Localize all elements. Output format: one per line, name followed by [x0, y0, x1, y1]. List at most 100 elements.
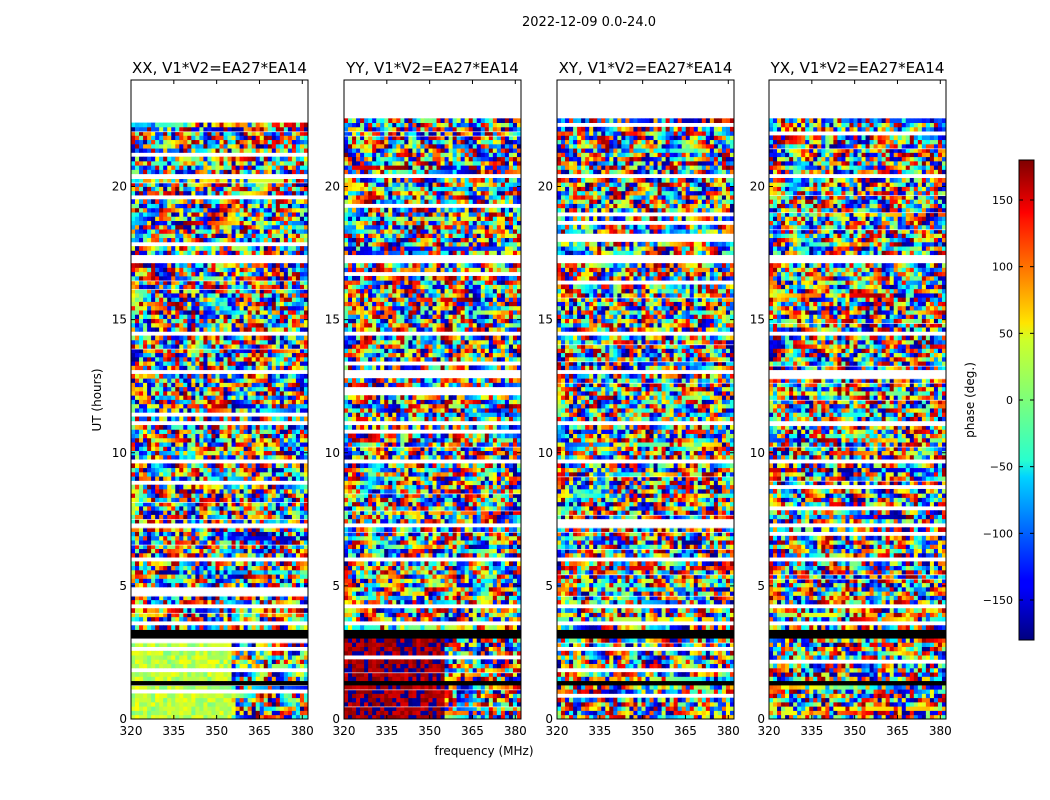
phase-cell — [147, 143, 152, 149]
phase-cell — [191, 297, 196, 302]
phase-cell — [195, 361, 200, 366]
phase-cell — [219, 156, 224, 162]
phase-cell — [239, 169, 245, 175]
phase-cell — [291, 454, 297, 460]
phase-cell — [251, 510, 257, 515]
phase-cell — [143, 395, 148, 400]
phase-cell — [179, 284, 184, 290]
phase-cell — [255, 382, 261, 388]
phase-cell — [199, 706, 204, 711]
phase-cell — [247, 293, 253, 298]
phase-cell — [251, 395, 257, 400]
phase-cell — [159, 271, 164, 277]
phase-cell — [279, 471, 285, 477]
phase-cell — [303, 442, 308, 447]
phase-cell — [135, 220, 140, 226]
phase-cell — [291, 390, 297, 396]
phase-cell — [223, 386, 228, 392]
phase-cell — [135, 706, 140, 711]
phase-cell — [163, 156, 168, 162]
phase-cell — [275, 655, 281, 660]
phase-cell — [251, 233, 257, 239]
phase-cell — [263, 672, 269, 677]
phase-cell — [251, 186, 257, 192]
phase-cell — [159, 263, 164, 268]
phase-cell — [227, 139, 232, 145]
phase-cell — [223, 169, 228, 175]
phase-cell — [279, 442, 285, 447]
phase-cell — [295, 267, 301, 273]
phase-cell — [231, 706, 236, 711]
phase-cell — [291, 318, 297, 324]
phase-cell — [231, 297, 236, 302]
phase-cell — [151, 497, 156, 503]
phase-cell — [135, 229, 140, 234]
phase-cell — [139, 650, 144, 656]
phase-cell — [151, 510, 156, 515]
phase-cell — [191, 659, 196, 665]
phase-cell — [299, 408, 305, 413]
phase-cell — [183, 552, 188, 558]
phase-cell — [231, 582, 236, 588]
phase-cell — [267, 612, 273, 618]
phase-cell — [215, 275, 220, 281]
phase-cell — [175, 518, 180, 524]
phase-cell — [223, 177, 228, 183]
phase-cell — [251, 229, 257, 234]
phase-cell — [159, 169, 164, 175]
flagged-row — [131, 629, 308, 635]
phase-cell — [243, 416, 249, 422]
phase-cell — [267, 403, 273, 409]
phase-cell — [243, 229, 249, 234]
phase-cell — [251, 535, 257, 541]
phase-cell — [159, 267, 164, 273]
phase-cell — [171, 390, 176, 396]
phase-cell — [203, 510, 208, 515]
phase-cell — [275, 271, 281, 277]
phase-cell — [215, 263, 220, 268]
phase-cell — [131, 425, 136, 430]
phase-cell — [259, 467, 265, 473]
phase-cell — [147, 322, 152, 328]
phase-cell — [191, 203, 196, 209]
phase-cell — [235, 548, 241, 554]
phase-cell — [267, 297, 273, 302]
phase-cell — [159, 612, 164, 618]
phase-cell — [303, 416, 308, 422]
phase-cell — [195, 220, 200, 226]
phase-cell — [271, 280, 277, 285]
phase-cell — [155, 301, 160, 307]
phase-cell — [147, 437, 152, 443]
phase-cell — [299, 212, 305, 217]
phase-cell — [199, 361, 204, 366]
phase-cell — [235, 301, 241, 307]
phase-cell — [163, 271, 168, 277]
phase-cell — [147, 126, 152, 132]
phase-cell — [275, 160, 281, 166]
phase-cell — [203, 642, 208, 647]
phase-cell — [251, 565, 257, 571]
phase-cell — [271, 237, 277, 243]
phase-cell — [135, 216, 140, 221]
phase-cell — [131, 160, 136, 166]
phase-cell — [155, 706, 160, 711]
phase-cell — [167, 339, 172, 345]
phase-cell — [295, 561, 301, 567]
phase-cell — [171, 335, 176, 341]
phase-cell — [147, 693, 152, 699]
phase-cell — [183, 229, 188, 234]
phase-cell — [287, 263, 293, 268]
phase-cell — [223, 314, 228, 319]
phase-cell — [255, 288, 261, 294]
phase-cell — [227, 710, 232, 716]
phase-cell — [239, 395, 245, 400]
phase-cell — [131, 275, 136, 281]
phase-cell — [211, 608, 216, 613]
phase-cell — [199, 301, 204, 307]
phase-cell — [211, 561, 216, 567]
phase-cell — [287, 182, 293, 187]
phase-cell — [291, 361, 297, 366]
phase-cell — [299, 437, 305, 443]
phase-cell — [155, 182, 160, 187]
phase-cell — [147, 135, 152, 141]
